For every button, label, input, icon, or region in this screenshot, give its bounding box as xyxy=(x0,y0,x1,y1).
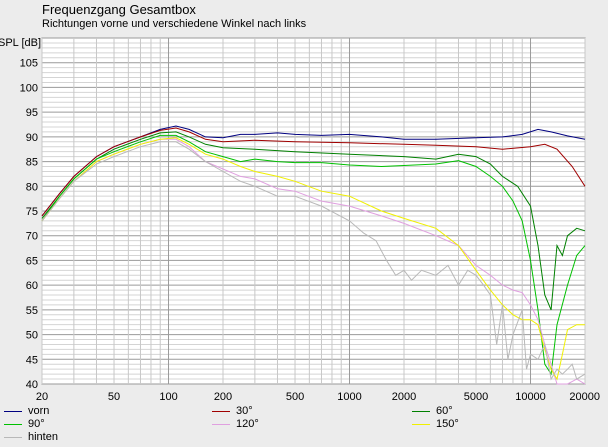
y-tick-label: 70 xyxy=(26,231,38,243)
grid-lines xyxy=(41,37,586,385)
y-tick-label: 75 xyxy=(26,206,38,218)
chart-title: Frequenzgang Gesamtbox xyxy=(42,2,196,17)
y-tick-label: 105 xyxy=(20,58,38,70)
legend-swatch xyxy=(4,423,22,425)
x-tick-label: 2000 xyxy=(392,391,416,403)
legend-item: vorn xyxy=(4,405,49,418)
axis-ticks: 40 45 50 55 60 65 70 75 80 85 90 95 100 105 20 50 100 200… xyxy=(20,58,600,403)
legend-swatch xyxy=(412,423,430,425)
x-tick-label: 200 xyxy=(214,391,232,403)
x-tick-label: 5000 xyxy=(464,391,488,403)
y-tick-label: 80 xyxy=(26,181,38,193)
legend-label: 90° xyxy=(28,418,45,430)
legend-item: 120° xyxy=(212,418,259,431)
legend-label: 120° xyxy=(236,418,259,430)
x-tick-label: 1000 xyxy=(337,391,361,403)
x-tick-label: 20000 xyxy=(569,391,600,403)
legend-label: 150° xyxy=(436,418,459,430)
y-tick-label: 95 xyxy=(26,107,38,119)
series-lines xyxy=(41,125,586,385)
legend-item: hinten xyxy=(4,431,58,444)
legend-item: 150° xyxy=(412,418,459,431)
legend-swatch xyxy=(4,410,22,412)
y-tick-label: 50 xyxy=(26,330,38,342)
legend-swatch xyxy=(212,423,230,425)
y-axis-label: SPL [dB] xyxy=(0,37,41,49)
y-tick-label: 90 xyxy=(26,132,38,144)
x-tick-label: 50 xyxy=(108,391,120,403)
legend-swatch xyxy=(212,410,230,412)
series-line-hinten xyxy=(41,141,586,381)
legend-item: 30° xyxy=(212,405,253,418)
y-tick-label: 85 xyxy=(26,157,38,169)
x-tick-label: 500 xyxy=(286,391,304,403)
chart-subtitle: Richtungen vorne und verschiedene Winkel… xyxy=(42,18,307,30)
series-line-30° xyxy=(41,127,586,217)
y-tick-label: 100 xyxy=(20,82,38,94)
legend-label: vorn xyxy=(28,405,50,417)
legend-item: 90° xyxy=(4,418,45,431)
y-tick-label: 55 xyxy=(26,305,38,317)
legend: vorn 30° 60° 90° 120° 150° hinten xyxy=(0,405,608,447)
legend-label: 60° xyxy=(436,405,453,417)
legend-label: 30° xyxy=(236,405,253,417)
y-tick-label: 40 xyxy=(26,379,38,391)
x-tick-label: 100 xyxy=(159,391,177,403)
series-line-60° xyxy=(41,131,586,311)
legend-swatch xyxy=(4,436,22,438)
x-tick-label: 10000 xyxy=(515,391,546,403)
legend-label: hinten xyxy=(28,431,58,443)
y-tick-label: 45 xyxy=(26,354,38,366)
y-tick-label: 65 xyxy=(26,255,38,267)
frequency-response-chart: 40 45 50 55 60 65 70 75 80 85 90 95 100 105 20 50 100 200… xyxy=(0,37,600,403)
legend-swatch xyxy=(412,410,430,412)
y-tick-label: 60 xyxy=(26,280,38,292)
x-tick-label: 20 xyxy=(36,391,48,403)
legend-item: 60° xyxy=(412,405,453,418)
